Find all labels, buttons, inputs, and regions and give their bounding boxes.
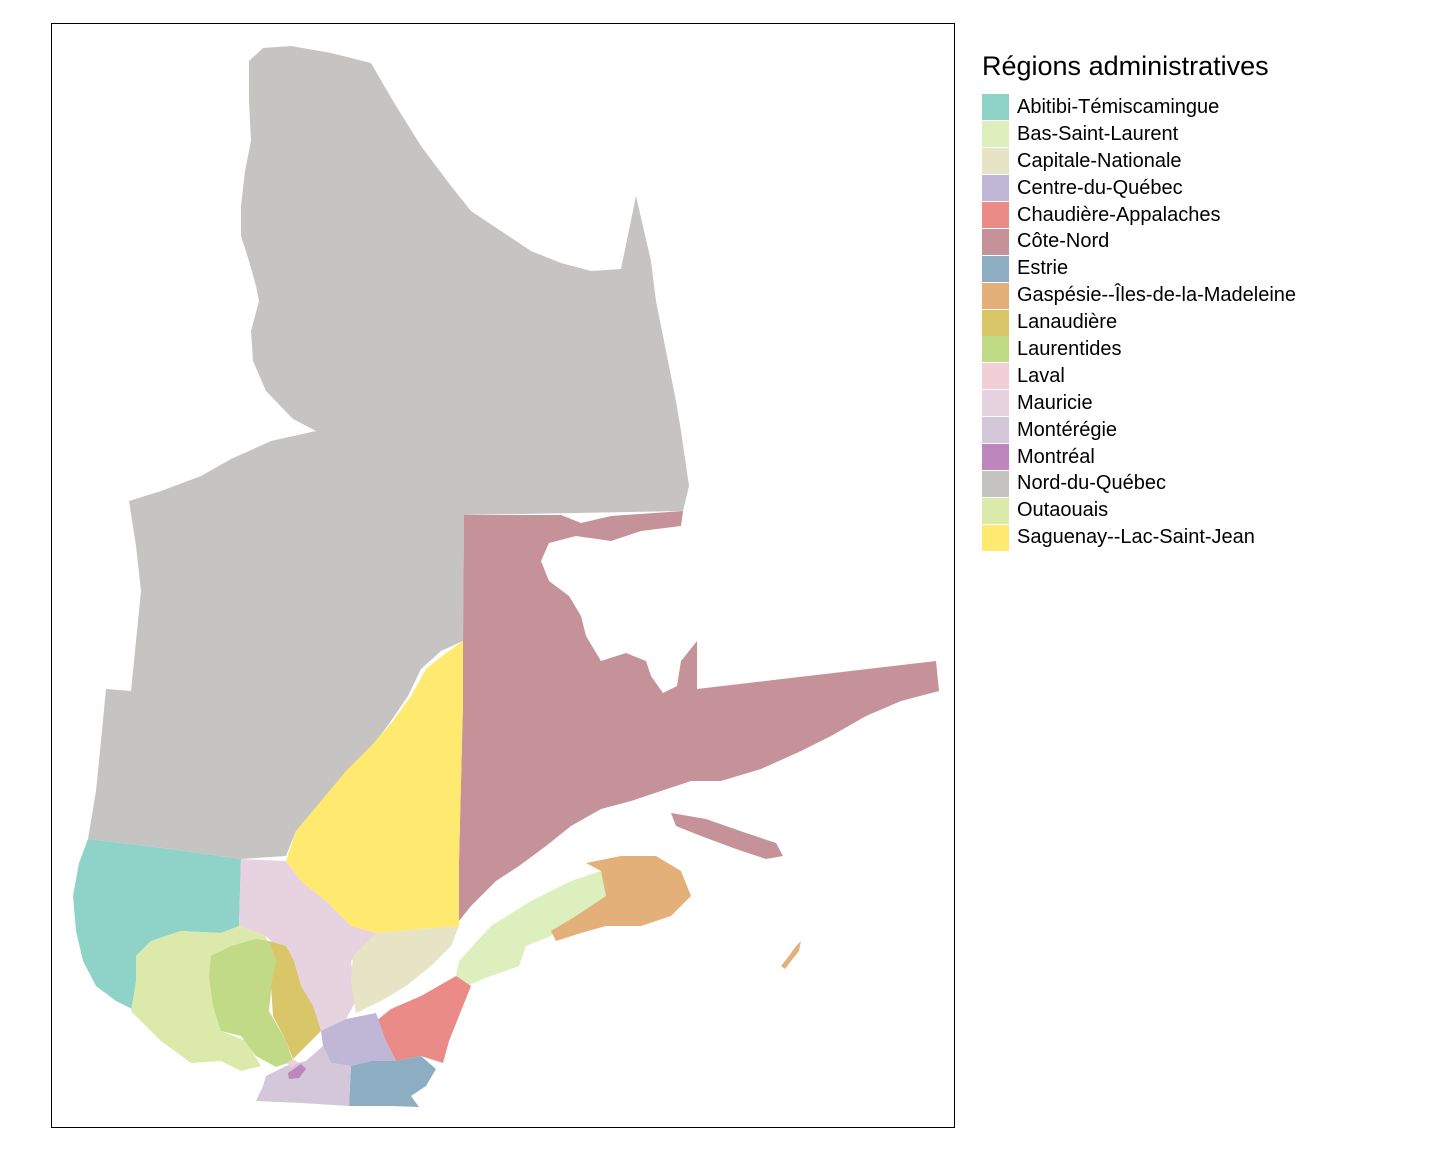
legend-label: Centre-du-Québec [1017,176,1183,199]
legend-item-abitibi: Abitibi-Témiscamingue [982,94,1422,121]
legend-item-cote-nord: Côte-Nord [982,228,1422,255]
legend-label: Mauricie [1017,391,1093,414]
legend-item-saguenay: Saguenay--Lac-Saint-Jean [982,524,1422,551]
region-saguenay[interactable] [286,641,463,933]
legend-item-bas-saint-laurent: Bas-Saint-Laurent [982,121,1422,148]
legend-swatch [982,228,1009,255]
legend-item-laval: Laval [982,363,1422,390]
legend-item-lanaudiere: Lanaudière [982,309,1422,336]
quebec-map [73,46,939,1107]
legend-swatch [982,255,1009,282]
legend-label: Laval [1017,364,1065,387]
legend-item-estrie: Estrie [982,255,1422,282]
region-cote-nord[interactable] [459,511,939,921]
region-abitibi[interactable] [73,839,241,1011]
legend-label: Capitale-Nationale [1017,149,1182,172]
legend-item-centre-du-quebec: Centre-du-Québec [982,175,1422,202]
legend-item-outaouais: Outaouais [982,497,1422,524]
legend-label: Chaudière-Appalaches [1017,203,1221,226]
region-capitale-nationale[interactable] [351,926,459,1013]
legend-label: Laurentides [1017,337,1122,360]
region-montreal[interactable] [288,1064,306,1079]
region-bas-saint-laurent[interactable] [456,871,616,986]
legend-label: Montréal [1017,445,1095,468]
legend-label: Montérégie [1017,418,1118,441]
region-laval[interactable] [286,1059,299,1067]
legend-swatch [982,497,1009,524]
legend-item-chaudiere-appalaches: Chaudière-Appalaches [982,202,1422,229]
legend-label: Gaspésie--Îles-de-la-Madeleine [1017,284,1297,307]
legend-swatch [982,148,1009,175]
island-anticosti [671,813,783,859]
legend-item-nord-du-quebec: Nord-du-Québec [982,470,1422,497]
legend-swatch [982,336,1009,363]
legend-item-mauricie: Mauricie [982,390,1422,417]
region-gaspesie[interactable] [551,856,691,941]
region-mauricie[interactable] [239,859,376,1031]
legend-item-montreal: Montréal [982,444,1422,471]
legend-swatch [982,202,1009,228]
legend-swatch [982,94,1009,121]
legend-label: Estrie [1017,257,1069,280]
legend-item-capitale-nationale: Capitale-Nationale [982,148,1422,175]
legend-swatch [982,121,1009,148]
region-monteregie[interactable] [256,1046,351,1106]
legend-swatch [982,309,1009,336]
region-estrie[interactable] [349,1056,436,1107]
region-chaudiere-appalaches[interactable] [376,976,471,1063]
region-lanaudiere[interactable] [269,941,321,1059]
region-centre-du-quebec[interactable] [321,1013,396,1066]
region-nord-du-quebec[interactable] [88,46,689,859]
island-madeleine [781,941,801,969]
legend-swatch [982,524,1009,551]
legend-swatch [982,282,1009,309]
legend: Régions administratives Abitibi-Témiscam… [982,50,1422,551]
legend-label: Saguenay--Lac-Saint-Jean [1017,526,1255,549]
legend-swatch [982,444,1009,471]
legend-label: Outaouais [1017,499,1109,522]
legend-item-monteregie: Montérégie [982,417,1422,444]
legend-swatch [982,363,1009,390]
legend-label: Côte-Nord [1017,230,1110,253]
legend-swatch [982,390,1009,417]
map-panel [51,23,955,1128]
legend-swatch [982,417,1009,444]
region-laurentides[interactable] [209,939,293,1067]
legend-title: Régions administratives [982,51,1269,81]
legend-item-laurentides: Laurentides [982,336,1422,363]
legend-label: Nord-du-Québec [1017,472,1166,495]
legend-item-gaspesie: Gaspésie--Îles-de-la-Madeleine [982,282,1422,309]
legend-swatch [982,175,1009,202]
legend-label: Lanaudière [1017,311,1118,334]
legend-label: Bas-Saint-Laurent [1017,122,1179,145]
legend-swatch [982,470,1009,497]
legend-label: Abitibi-Témiscamingue [1017,95,1220,118]
legend-items: Abitibi-Témiscamingue Bas-Saint-Laurent Ca… [982,94,1422,551]
